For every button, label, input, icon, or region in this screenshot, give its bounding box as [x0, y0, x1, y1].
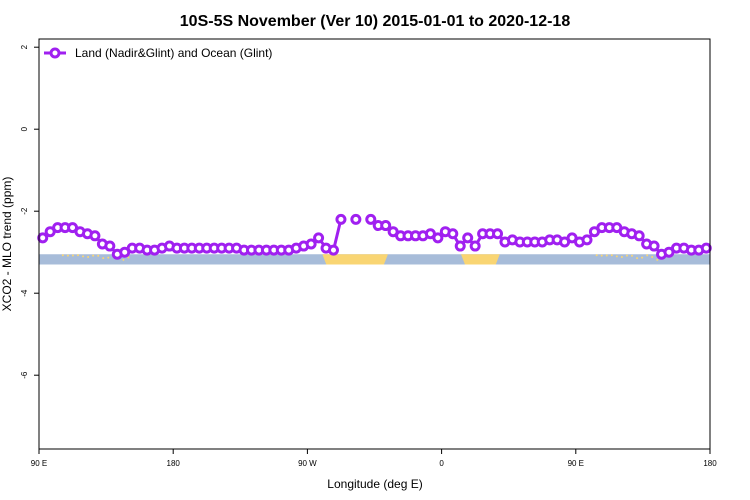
data-point — [350, 213, 362, 225]
island-mark — [107, 256, 110, 259]
land-band — [460, 254, 500, 265]
series-layer — [37, 213, 712, 260]
y-tick-label: -4 — [20, 289, 29, 297]
island-mark — [76, 254, 79, 257]
island-mark — [61, 254, 64, 257]
data-point — [380, 220, 392, 232]
island-mark — [71, 254, 74, 257]
data-point — [432, 232, 444, 244]
x-tick-label: 180 — [167, 459, 181, 468]
x-axis-label: Longitude (deg E) — [327, 477, 422, 491]
x-axis: 90 E 180 90 W 0 90 E 180 — [31, 449, 717, 468]
surface-band — [39, 254, 710, 265]
x-tick-label: 90 E — [31, 459, 47, 468]
data-point — [327, 244, 339, 256]
island-mark — [82, 255, 85, 258]
island-mark — [66, 254, 69, 257]
data-point — [492, 228, 504, 240]
island-mark — [122, 258, 125, 261]
y-tick-label: -6 — [20, 371, 29, 379]
data-point — [469, 240, 481, 252]
island-mark — [615, 255, 618, 258]
data-point — [633, 230, 645, 242]
y-axis-label: XCO2 - MLO trend (ppm) — [0, 177, 14, 312]
island-mark — [651, 256, 654, 259]
data-point — [648, 240, 660, 252]
y-tick-label: 0 — [20, 126, 29, 131]
chart-title: 10S-5S November (Ver 10) 2015-01-01 to 2… — [180, 13, 571, 30]
y-axis: 2 0 -2 -4 -6 — [20, 44, 39, 379]
data-point — [37, 232, 49, 244]
data-point — [313, 232, 325, 244]
legend-marker — [49, 47, 61, 59]
data-point — [104, 240, 116, 252]
island-mark — [646, 254, 649, 257]
data-point — [454, 240, 466, 252]
x-tick-label: 90 W — [298, 459, 317, 468]
legend-entry-label: Land (Nadir&Glint) and Ocean (Glint) — [75, 46, 272, 60]
island-mark — [102, 257, 105, 260]
island-mark — [92, 254, 95, 257]
legend: Land (Nadir&Glint) and Ocean (Glint) — [44, 46, 272, 60]
data-point — [305, 238, 317, 250]
island-mark — [636, 257, 639, 260]
data-point — [365, 213, 377, 225]
x-tick-label: 0 — [439, 459, 444, 468]
x-tick-label: 90 E — [568, 459, 584, 468]
x-tick-label: 180 — [703, 459, 717, 468]
data-point — [462, 232, 474, 244]
y-tick-label: -2 — [20, 207, 29, 215]
data-point — [335, 213, 347, 225]
island-mark — [595, 254, 598, 257]
island-mark — [656, 258, 659, 261]
y-tick-label: 2 — [20, 44, 29, 49]
island-mark — [97, 254, 100, 257]
island-mark — [600, 254, 603, 257]
island-mark — [127, 256, 130, 259]
island-mark — [625, 254, 628, 257]
island-mark — [87, 255, 90, 258]
data-point — [581, 234, 593, 246]
plot-frame — [38, 38, 711, 450]
data-point — [700, 242, 712, 254]
data-point — [89, 230, 101, 242]
land-band — [322, 254, 388, 265]
island-mark — [610, 254, 613, 257]
island-mark — [641, 256, 644, 259]
island-mark — [631, 254, 634, 257]
island-mark — [605, 254, 608, 257]
island-mark — [620, 255, 623, 258]
data-point — [447, 228, 459, 240]
